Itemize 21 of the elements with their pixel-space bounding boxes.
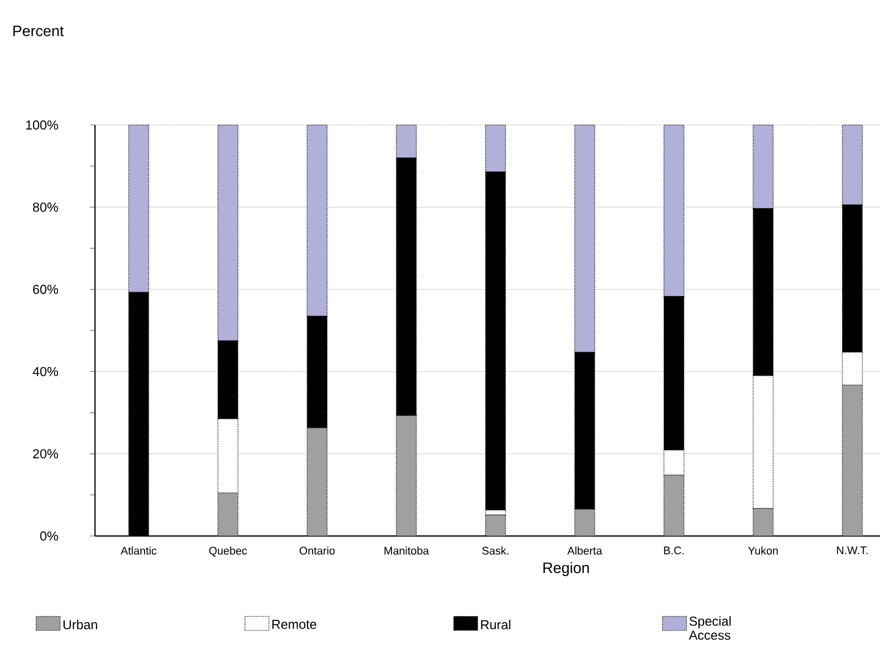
y-tick-label: 20% [33,449,58,458]
text: Percent [13,26,64,36]
x-tick-label: Alberta [567,546,602,555]
x-axis-title: Region [543,562,589,576]
y-tick-label: 100% [26,120,58,130]
x-tick-label: Sask. [482,546,508,555]
x-tick-label: Yukon [748,546,778,555]
y-tick-label: 60% [33,284,58,294]
x-tick-label: Quebec [209,546,247,557]
legend-label: Special Access [688,616,731,640]
x-tick-label: Manitoba [384,546,429,555]
legend-label: Urban [64,620,98,630]
x-tick-label: N.W.T. [837,546,868,554]
legend-label: Rural [481,620,510,630]
y-tick-label: 80% [33,202,58,212]
x-tick-label: B.C. [664,546,684,554]
x-tick-label: Ontario [300,546,335,555]
legend-label: Remote [272,620,316,629]
x-tick-label: Atlantic [120,546,156,555]
y-tick-label: 0% [40,531,58,541]
y-tick-label: 40% [32,366,58,376]
